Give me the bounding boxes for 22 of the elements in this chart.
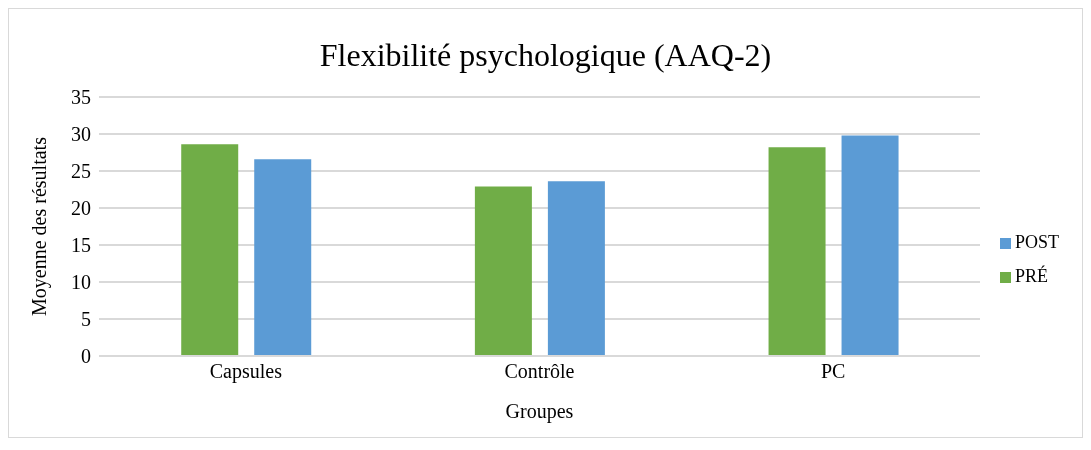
bar [181, 144, 239, 356]
y-axis-title: Moyenne des résultats [28, 136, 52, 316]
bar [474, 186, 532, 356]
bar [547, 181, 605, 356]
y-tick-label: 35 [71, 86, 91, 109]
x-tick-label: Contrôle [504, 360, 575, 383]
bar [768, 147, 826, 356]
y-tick-label: 10 [71, 271, 91, 294]
y-tick-label: 25 [71, 160, 91, 183]
y-tick-label: 5 [81, 308, 91, 331]
legend-label: PRÉ [1014, 265, 1048, 286]
legend-label: POST [1014, 231, 1059, 252]
bar [841, 135, 899, 356]
x-tick-label: PC [820, 360, 846, 383]
bar [254, 159, 312, 356]
x-tick-label: Capsules [209, 360, 283, 384]
x-axis-title: Groupes [505, 400, 574, 423]
chart-title: Flexibilité psychologique (AAQ-2) [318, 37, 773, 75]
y-tick-label: 15 [71, 234, 91, 257]
y-tick-label: 0 [81, 345, 91, 368]
y-tick-label: 20 [71, 197, 91, 220]
y-tick-label: 30 [71, 123, 91, 146]
